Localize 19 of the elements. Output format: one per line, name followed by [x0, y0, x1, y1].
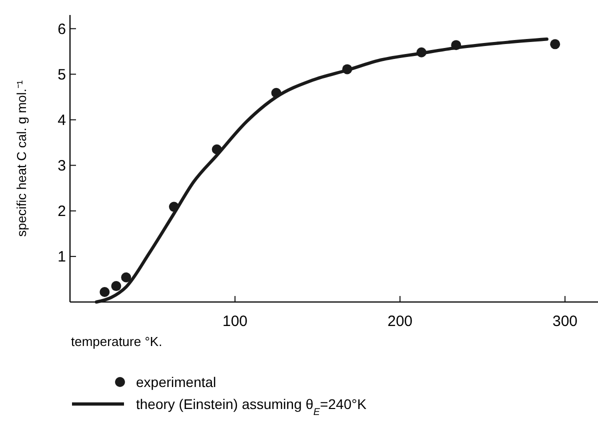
legend-entry: experimental: [115, 374, 216, 390]
legend-label: theory (Einstein) assuming θ$_{E}$=240°K: [136, 396, 368, 418]
y-tick-label: 2: [58, 203, 66, 220]
point: [111, 281, 122, 292]
y-tick-label: 6: [58, 20, 66, 38]
point: [100, 286, 110, 297]
y-tick-label: 1: [58, 248, 66, 266]
y-axis-title: specific heat C cal. g mol.⁻¹: [14, 80, 29, 237]
x-tick-label: 100: [222, 313, 248, 330]
x-tick-label: 300: [552, 313, 578, 330]
y-tick-label: 4: [58, 112, 66, 130]
y-tick-label: 3: [58, 158, 66, 175]
legend-entry: theory (Einstein) assuming θ$_{E}$=240°K: [72, 396, 366, 418]
x-axis-title: temperature °K.: [71, 334, 162, 349]
y-tick-label: 5: [58, 66, 66, 84]
legend-label: experimental: [136, 374, 216, 390]
point: [550, 39, 560, 50]
x-tick-label: 200: [387, 313, 413, 330]
point: [121, 272, 132, 282]
